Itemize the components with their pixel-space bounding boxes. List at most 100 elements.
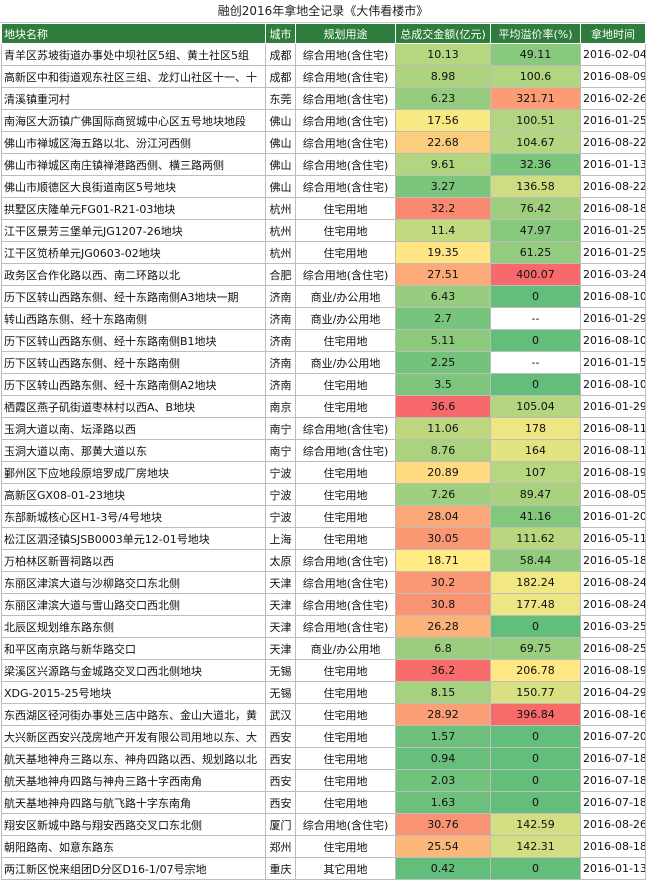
avg-premium-cell[interactable]: 164 [490, 439, 581, 462]
planned-use-cell[interactable]: 综合用地(含住宅) [295, 153, 396, 176]
total-amount-cell[interactable]: 19.35 [395, 241, 491, 264]
city-cell[interactable]: 济南 [265, 329, 296, 352]
acquisition-date-cell[interactable]: 2016-08-05 [580, 483, 646, 506]
city-cell[interactable]: 杭州 [265, 241, 296, 264]
acquisition-date-cell[interactable]: 2016-07-18 [580, 769, 646, 792]
total-amount-cell[interactable]: 36.6 [395, 395, 491, 418]
total-amount-cell[interactable]: 0.42 [395, 857, 491, 880]
parcel-name-cell[interactable]: 高新区中和街道观东社区三组、龙灯山社区十一、十 [1, 65, 266, 88]
city-cell[interactable]: 佛山 [265, 175, 296, 198]
total-amount-cell[interactable]: 6.8 [395, 637, 491, 660]
planned-use-cell[interactable]: 住宅用地 [295, 373, 396, 396]
planned-use-cell[interactable]: 商业/办公用地 [295, 637, 396, 660]
parcel-name-cell[interactable]: 北辰区规划维东路东侧 [1, 615, 266, 638]
acquisition-date-cell[interactable]: 2016-01-25 [580, 241, 646, 264]
total-amount-cell[interactable]: 1.63 [395, 791, 491, 814]
planned-use-cell[interactable]: 住宅用地 [295, 527, 396, 550]
total-amount-cell[interactable]: 8.76 [395, 439, 491, 462]
total-amount-cell[interactable]: 28.92 [395, 703, 491, 726]
parcel-name-cell[interactable]: 历下区转山西路东侧、经十东路南侧B1地块 [1, 329, 266, 352]
avg-premium-cell[interactable]: 0 [490, 285, 581, 308]
acquisition-date-cell[interactable]: 2016-01-29 [580, 307, 646, 330]
parcel-name-cell[interactable]: 朝阳路南、如意东路东 [1, 835, 266, 858]
avg-premium-cell[interactable]: 0 [490, 857, 581, 880]
avg-premium-cell[interactable]: 0 [490, 329, 581, 352]
planned-use-cell[interactable]: 住宅用地 [295, 483, 396, 506]
total-amount-cell[interactable]: 30.2 [395, 571, 491, 594]
planned-use-cell[interactable]: 住宅用地 [295, 747, 396, 770]
acquisition-date-cell[interactable]: 2016-08-11 [580, 439, 646, 462]
planned-use-cell[interactable]: 综合用地(含住宅) [295, 175, 396, 198]
planned-use-cell[interactable]: 住宅用地 [295, 835, 396, 858]
city-cell[interactable]: 成都 [265, 43, 296, 66]
acquisition-date-cell[interactable]: 2016-08-10 [580, 285, 646, 308]
city-cell[interactable]: 济南 [265, 307, 296, 330]
avg-premium-cell[interactable]: 89.47 [490, 483, 581, 506]
avg-premium-cell[interactable]: 178 [490, 417, 581, 440]
acquisition-date-cell[interactable]: 2016-08-09 [580, 65, 646, 88]
total-amount-cell[interactable]: 2.25 [395, 351, 491, 374]
planned-use-cell[interactable]: 综合用地(含住宅) [295, 65, 396, 88]
total-amount-cell[interactable]: 25.54 [395, 835, 491, 858]
avg-premium-cell[interactable]: 182.24 [490, 571, 581, 594]
planned-use-cell[interactable]: 住宅用地 [295, 703, 396, 726]
planned-use-cell[interactable]: 综合用地(含住宅) [295, 593, 396, 616]
total-amount-cell[interactable]: 8.15 [395, 681, 491, 704]
avg-premium-cell[interactable]: 76.42 [490, 197, 581, 220]
city-cell[interactable]: 杭州 [265, 219, 296, 242]
avg-premium-cell[interactable]: 41.16 [490, 505, 581, 528]
total-amount-cell[interactable]: 3.5 [395, 373, 491, 396]
avg-premium-cell[interactable]: 104.67 [490, 131, 581, 154]
parcel-name-cell[interactable]: 万柏林区新晋祠路以西 [1, 549, 266, 572]
city-cell[interactable]: 宁波 [265, 461, 296, 484]
city-cell[interactable]: 南宁 [265, 439, 296, 462]
planned-use-cell[interactable]: 住宅用地 [295, 659, 396, 682]
planned-use-cell[interactable]: 住宅用地 [295, 791, 396, 814]
city-cell[interactable]: 天津 [265, 615, 296, 638]
avg-premium-cell[interactable]: 0 [490, 373, 581, 396]
parcel-name-cell[interactable]: 航天基地神舟四路与神舟三路十字西南角 [1, 769, 266, 792]
avg-premium-cell[interactable]: 49.11 [490, 43, 581, 66]
city-cell[interactable]: 西安 [265, 791, 296, 814]
avg-premium-cell[interactable]: 0 [490, 769, 581, 792]
total-amount-cell[interactable]: 5.11 [395, 329, 491, 352]
city-cell[interactable]: 无锡 [265, 659, 296, 682]
parcel-name-cell[interactable]: 东丽区津滨大道与雪山路交口西北侧 [1, 593, 266, 616]
parcel-name-cell[interactable]: 鄞州区下应地段原培罗成厂房地块 [1, 461, 266, 484]
avg-premium-cell[interactable]: 107 [490, 461, 581, 484]
planned-use-cell[interactable]: 商业/办公用地 [295, 307, 396, 330]
acquisition-date-cell[interactable]: 2016-07-18 [580, 791, 646, 814]
total-amount-cell[interactable]: 11.4 [395, 219, 491, 242]
avg-premium-cell[interactable]: 100.51 [490, 109, 581, 132]
acquisition-date-cell[interactable]: 2016-02-04 [580, 43, 646, 66]
acquisition-date-cell[interactable]: 2016-07-18 [580, 747, 646, 770]
avg-premium-cell[interactable]: 69.75 [490, 637, 581, 660]
parcel-name-cell[interactable]: 东丽区津滨大道与沙柳路交口东北侧 [1, 571, 266, 594]
planned-use-cell[interactable]: 商业/办公用地 [295, 285, 396, 308]
city-cell[interactable]: 西安 [265, 747, 296, 770]
acquisition-date-cell[interactable]: 2016-07-20 [580, 725, 646, 748]
parcel-name-cell[interactable]: 佛山市顺德区大良街道南区5号地块 [1, 175, 266, 198]
parcel-name-cell[interactable]: 两江新区悦来组团D分区D16-1/07号宗地 [1, 857, 266, 880]
avg-premium-cell[interactable]: 32.36 [490, 153, 581, 176]
avg-premium-cell[interactable]: 0 [490, 791, 581, 814]
total-amount-cell[interactable]: 18.71 [395, 549, 491, 572]
planned-use-cell[interactable]: 综合用地(含住宅) [295, 439, 396, 462]
acquisition-date-cell[interactable]: 2016-01-29 [580, 395, 646, 418]
avg-premium-cell[interactable]: 0 [490, 615, 581, 638]
parcel-name-cell[interactable]: 政务区合作化路以西、南二环路以北 [1, 263, 266, 286]
acquisition-date-cell[interactable]: 2016-04-29 [580, 681, 646, 704]
header-total-amount[interactable]: 总成交金额(亿元) [395, 23, 491, 44]
planned-use-cell[interactable]: 住宅用地 [295, 505, 396, 528]
planned-use-cell[interactable]: 其它用地 [295, 857, 396, 880]
planned-use-cell[interactable]: 住宅用地 [295, 725, 396, 748]
acquisition-date-cell[interactable]: 2016-03-25 [580, 615, 646, 638]
city-cell[interactable]: 太原 [265, 549, 296, 572]
city-cell[interactable]: 重庆 [265, 857, 296, 880]
acquisition-date-cell[interactable]: 2016-08-16 [580, 703, 646, 726]
total-amount-cell[interactable]: 30.8 [395, 593, 491, 616]
total-amount-cell[interactable]: 26.28 [395, 615, 491, 638]
avg-premium-cell[interactable]: 58.44 [490, 549, 581, 572]
acquisition-date-cell[interactable]: 2016-08-24 [580, 593, 646, 616]
city-cell[interactable]: 天津 [265, 593, 296, 616]
